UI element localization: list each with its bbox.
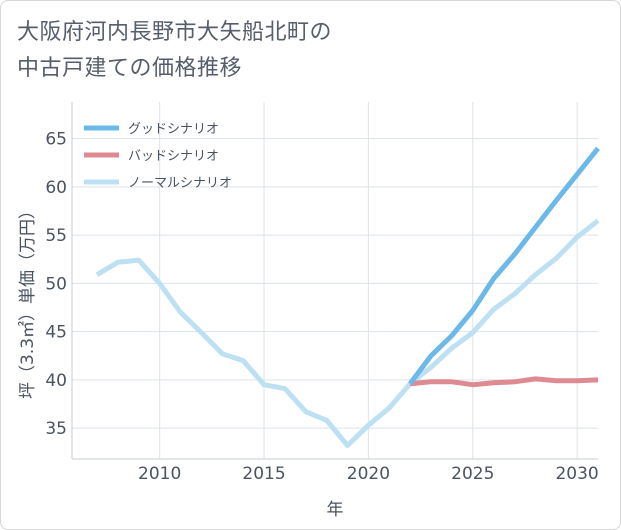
x-tick-label: 2020 bbox=[347, 464, 390, 484]
legend-label: バッドシナリオ bbox=[128, 149, 219, 164]
y-tick-label: 45 bbox=[45, 323, 67, 343]
x-tick-label: 2015 bbox=[242, 464, 285, 484]
series-line bbox=[409, 376, 599, 388]
chart-title: 大阪府河内長野市大矢船北町の 中古戸建ての価格推移 bbox=[17, 15, 332, 87]
series-line bbox=[408, 146, 600, 386]
y-tick-label: 50 bbox=[45, 274, 67, 294]
y-tick-label: 40 bbox=[45, 371, 67, 391]
chart-title-line-2: 中古戸建ての価格推移 bbox=[17, 56, 243, 81]
series-line bbox=[95, 218, 600, 448]
x-axis-title: 年 bbox=[327, 500, 344, 520]
y-axis-title: 坪（3.3㎡）単価（万円） bbox=[18, 202, 38, 399]
y-tick-label: 55 bbox=[45, 226, 67, 246]
x-tick-label: 2010 bbox=[138, 464, 181, 484]
y-tick-label: 60 bbox=[45, 178, 67, 198]
x-tick-label: 2025 bbox=[451, 464, 494, 484]
legend-label: グッドシナリオ bbox=[128, 122, 219, 137]
y-tick-label: 35 bbox=[45, 419, 67, 439]
x-tick-label: 2030 bbox=[555, 464, 598, 484]
legend-label: ノーマルシナリオ bbox=[128, 176, 232, 191]
y-tick-label: 65 bbox=[45, 130, 67, 150]
chart-title-line-1: 大阪府河内長野市大矢船北町の bbox=[17, 20, 333, 45]
